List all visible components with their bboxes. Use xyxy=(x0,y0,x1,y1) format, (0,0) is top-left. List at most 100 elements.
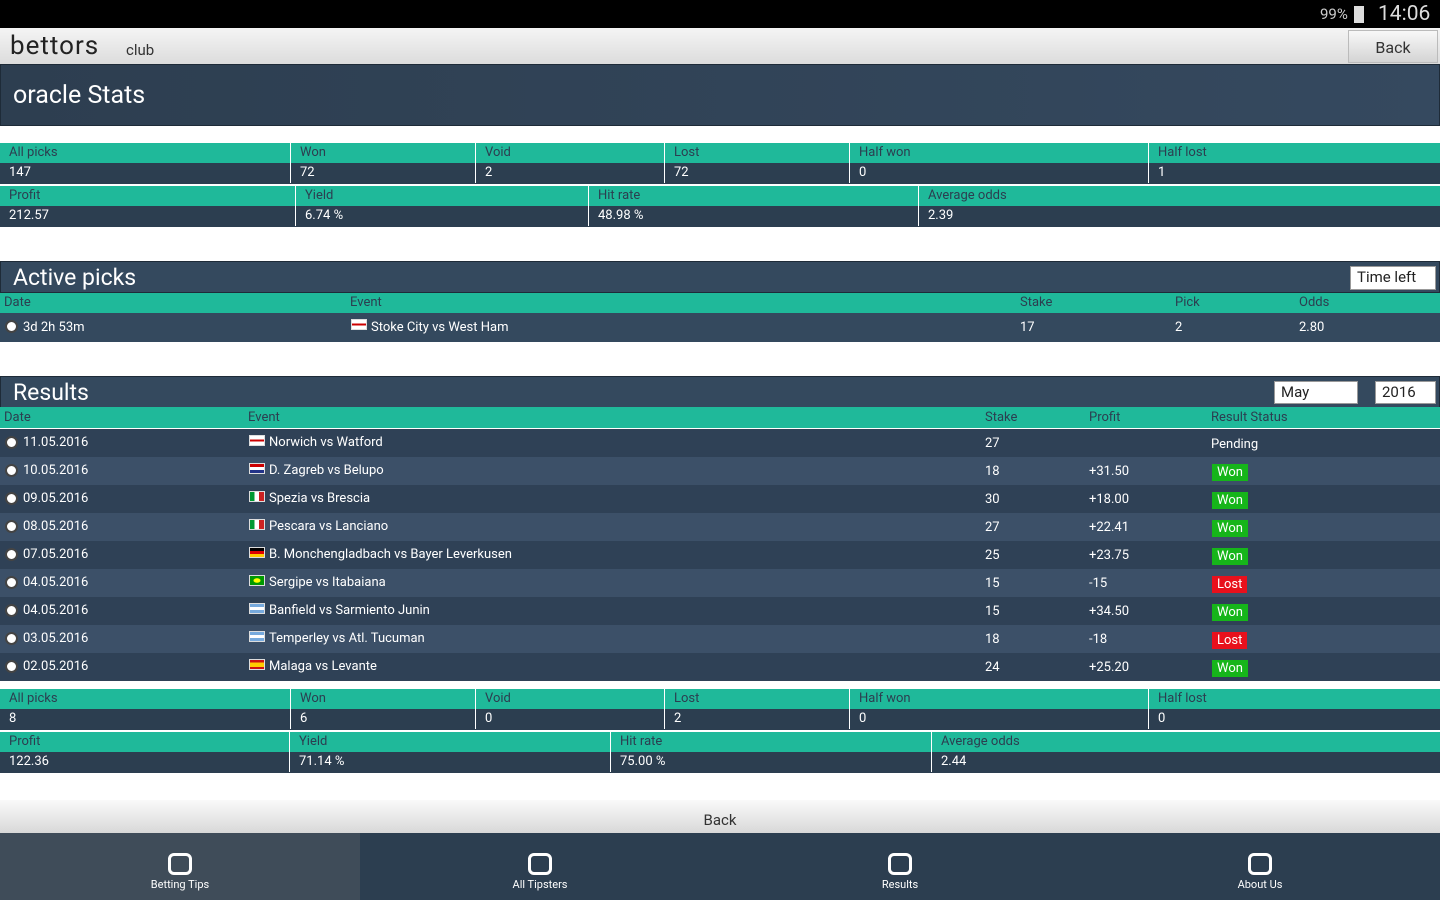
back-button[interactable]: Back xyxy=(0,800,1440,833)
stats-label: All picks xyxy=(9,145,58,160)
section-title: Results xyxy=(13,379,89,406)
result-date: 11.05.2016 xyxy=(23,435,89,450)
nav-icon xyxy=(1248,853,1272,875)
section-title: Active picks xyxy=(13,264,137,291)
month-select[interactable]: May xyxy=(1274,381,1358,404)
result-stake: 15 xyxy=(985,604,1000,619)
result-stake: 18 xyxy=(985,464,1000,479)
result-profit: +25.20 xyxy=(1089,660,1130,675)
logo: bettors xyxy=(10,31,100,61)
result-status: Won xyxy=(1212,520,1248,537)
stats-label: Void xyxy=(475,689,664,709)
result-date: 09.05.2016 xyxy=(23,491,89,506)
stats-header-row xyxy=(0,186,1440,206)
nav-tab[interactable]: Results xyxy=(720,833,1080,900)
stats-header-row xyxy=(0,732,1440,752)
sport-icon xyxy=(5,548,18,561)
result-status: Pending xyxy=(1211,437,1259,452)
table-row xyxy=(0,513,1440,541)
result-event: B. Monchengladbach vs Bayer Leverkusen xyxy=(269,547,512,562)
stats-value: 0 xyxy=(849,163,1148,183)
sport-icon xyxy=(5,604,18,617)
cell: Stoke City vs West Ham xyxy=(371,320,509,335)
stats-label: Yield xyxy=(295,186,588,206)
stats-value: 1 xyxy=(1148,163,1440,183)
result-event: Banfield vs Sarmiento Junin xyxy=(269,603,430,618)
results-bar: Results May 2016 xyxy=(0,376,1440,408)
result-event: Sergipe vs Itabaiana xyxy=(269,575,386,590)
year-select[interactable]: 2016 xyxy=(1375,381,1436,404)
result-stake: 27 xyxy=(985,520,1000,535)
result-stake: 27 xyxy=(985,436,1000,451)
nav-label: Betting Tips xyxy=(150,878,210,891)
nav-tab[interactable]: About Us xyxy=(1080,833,1440,900)
column-header: Event xyxy=(350,295,382,310)
table-row xyxy=(0,653,1440,681)
nav-label: All Tipsters xyxy=(512,878,568,891)
cell: 17 xyxy=(1020,320,1035,335)
stats-label: Half won xyxy=(849,143,1148,163)
sport-icon xyxy=(5,520,18,533)
column-header: Result Status xyxy=(1211,410,1288,425)
battery-icon xyxy=(1354,6,1364,23)
stats-value-row xyxy=(0,752,1440,773)
battery: 99% xyxy=(1320,5,1348,23)
stats-value: 2 xyxy=(664,709,849,729)
sport-icon xyxy=(5,436,18,449)
stats-value: 72 xyxy=(664,163,849,183)
sport-icon xyxy=(5,492,18,505)
cell: 2.80 xyxy=(1299,320,1325,335)
result-event: Malaga vs Levante xyxy=(269,659,377,674)
column-header: Pick xyxy=(1175,295,1200,310)
result-event: Spezia vs Brescia xyxy=(269,491,371,506)
result-event: Temperley vs Atl. Tucuman xyxy=(269,631,425,646)
sort-select[interactable]: Time left xyxy=(1350,266,1436,290)
stats-value-row xyxy=(0,709,1440,730)
sport-icon xyxy=(5,464,18,477)
table-row xyxy=(0,313,1440,342)
column-header: Date xyxy=(4,410,31,425)
status-bar: 99% 14:06 xyxy=(0,0,1440,28)
flag-icon xyxy=(249,575,265,586)
result-profit: -18 xyxy=(1089,632,1108,647)
result-event: Pescara vs Lanciano xyxy=(269,519,389,534)
table-row xyxy=(0,485,1440,513)
stats-header-row xyxy=(0,143,1440,163)
result-status: Won xyxy=(1212,548,1248,565)
stats-value-row xyxy=(0,163,1440,184)
stats-header-row xyxy=(0,689,1440,709)
stats-value: 122.36 xyxy=(9,754,49,769)
flag-icon xyxy=(249,603,265,614)
sport-icon xyxy=(5,660,18,673)
result-date: 04.05.2016 xyxy=(23,603,89,618)
cell: 3d 2h 53m xyxy=(23,320,85,335)
result-stake: 25 xyxy=(985,548,1000,563)
stats-value: 212.57 xyxy=(9,208,49,223)
flag-icon xyxy=(249,435,265,446)
result-date: 08.05.2016 xyxy=(23,519,89,534)
table-header-row xyxy=(0,293,1440,313)
nav-icon xyxy=(168,853,192,875)
result-status: Won xyxy=(1212,492,1248,509)
result-profit: +31.50 xyxy=(1089,464,1130,479)
stats-value: 2.44 xyxy=(931,752,1440,772)
stats-value: 147 xyxy=(9,165,31,180)
stats-label: Profit xyxy=(9,734,41,749)
result-status: Won xyxy=(1212,660,1248,677)
stats-value: 71.14 % xyxy=(289,752,610,772)
result-profit: -15 xyxy=(1089,576,1108,591)
column-header: Stake xyxy=(1020,295,1053,310)
title-bar: oracle Stats xyxy=(0,64,1440,126)
nav-label: Results xyxy=(881,878,919,891)
nav-tab[interactable]: All Tipsters xyxy=(360,833,720,900)
result-date: 07.05.2016 xyxy=(23,547,89,562)
result-status: Lost xyxy=(1212,632,1248,649)
stats-value: 6 xyxy=(290,709,475,729)
stats-label: Half won xyxy=(849,689,1148,709)
active-picks-bar: Active picks Time left xyxy=(0,261,1440,293)
back-button[interactable]: Back xyxy=(1348,30,1438,63)
column-header: Stake xyxy=(985,410,1018,425)
nav-tab[interactable]: Betting Tips xyxy=(0,833,360,900)
flag-icon xyxy=(249,547,265,558)
